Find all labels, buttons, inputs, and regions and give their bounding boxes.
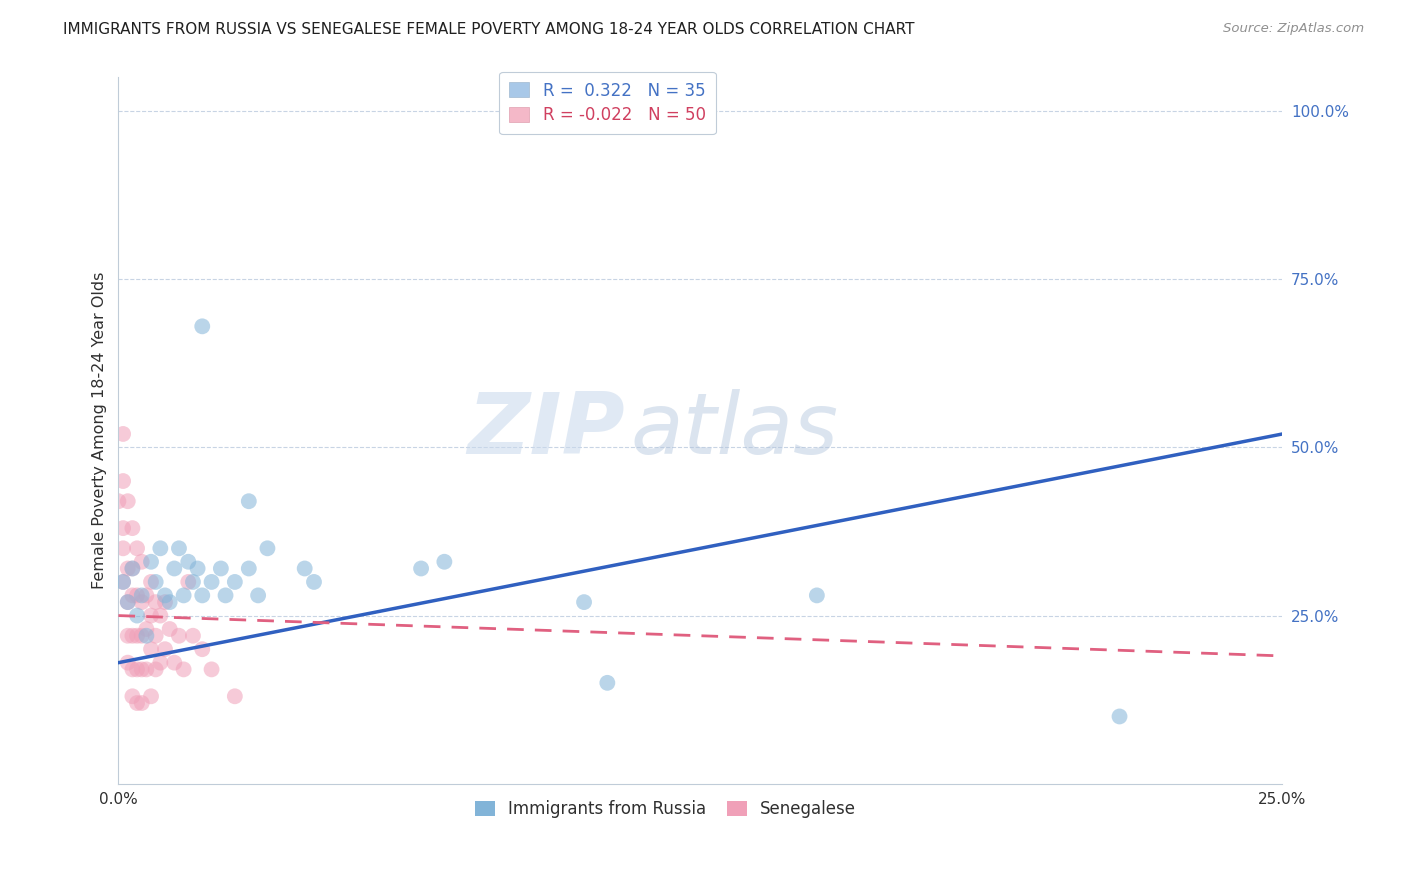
Point [121,561,143,575]
Point [112,521,135,535]
Point [256,541,278,556]
Point [177,574,200,589]
Point [139,690,162,704]
Point [163,561,186,575]
Point [125,662,148,676]
Point [131,588,153,602]
Point [149,541,172,556]
Point [112,426,135,441]
Point [145,574,167,589]
Point [209,561,232,575]
Point [224,690,246,704]
Point [145,662,167,676]
Point [1108,709,1130,723]
Point [125,541,148,556]
Text: atlas: atlas [631,389,838,472]
Point [112,541,135,556]
Point [121,662,143,676]
Point [159,595,181,609]
Point [125,629,148,643]
Point [191,642,214,657]
Point [131,696,153,710]
Point [117,656,139,670]
Point [135,588,157,602]
Point [433,555,456,569]
Point [153,588,176,602]
Point [121,629,143,643]
Point [191,319,214,334]
Point [149,608,172,623]
Point [121,690,143,704]
Point [181,574,204,589]
Point [806,588,828,602]
Point [117,629,139,643]
Point [294,561,316,575]
Point [131,595,153,609]
Point [153,642,176,657]
Point [163,656,186,670]
Point [302,574,325,589]
Point [139,574,162,589]
Point [177,555,200,569]
Point [117,494,139,508]
Point [135,662,157,676]
Point [224,574,246,589]
Text: ZIP: ZIP [467,389,624,472]
Point [139,608,162,623]
Point [121,561,143,575]
Point [200,662,222,676]
Point [135,622,157,636]
Point [117,561,139,575]
Point [145,595,167,609]
Point [159,622,181,636]
Text: IMMIGRANTS FROM RUSSIA VS SENEGALESE FEMALE POVERTY AMONG 18-24 YEAR OLDS CORREL: IMMIGRANTS FROM RUSSIA VS SENEGALESE FEM… [63,22,915,37]
Point [191,588,214,602]
Point [125,696,148,710]
Point [139,555,162,569]
Point [572,595,595,609]
Point [149,656,172,670]
Legend: Immigrants from Russia, Senegalese: Immigrants from Russia, Senegalese [468,794,863,825]
Point [112,574,135,589]
Point [167,541,190,556]
Point [139,642,162,657]
Point [107,494,129,508]
Point [238,494,260,508]
Point [131,555,153,569]
Point [247,588,270,602]
Point [167,629,190,643]
Point [145,629,167,643]
Point [125,608,148,623]
Point [214,588,236,602]
Point [173,588,195,602]
Point [596,676,619,690]
Point [409,561,432,575]
Point [131,662,153,676]
Point [238,561,260,575]
Point [117,595,139,609]
Point [112,474,135,488]
Point [121,521,143,535]
Point [121,588,143,602]
Point [117,595,139,609]
Point [153,595,176,609]
Point [131,629,153,643]
Point [200,574,222,589]
Point [112,574,135,589]
Point [181,629,204,643]
Point [125,588,148,602]
Point [173,662,195,676]
Point [135,629,157,643]
Text: Source: ZipAtlas.com: Source: ZipAtlas.com [1223,22,1364,36]
Y-axis label: Female Poverty Among 18-24 Year Olds: Female Poverty Among 18-24 Year Olds [93,272,107,590]
Point [187,561,209,575]
